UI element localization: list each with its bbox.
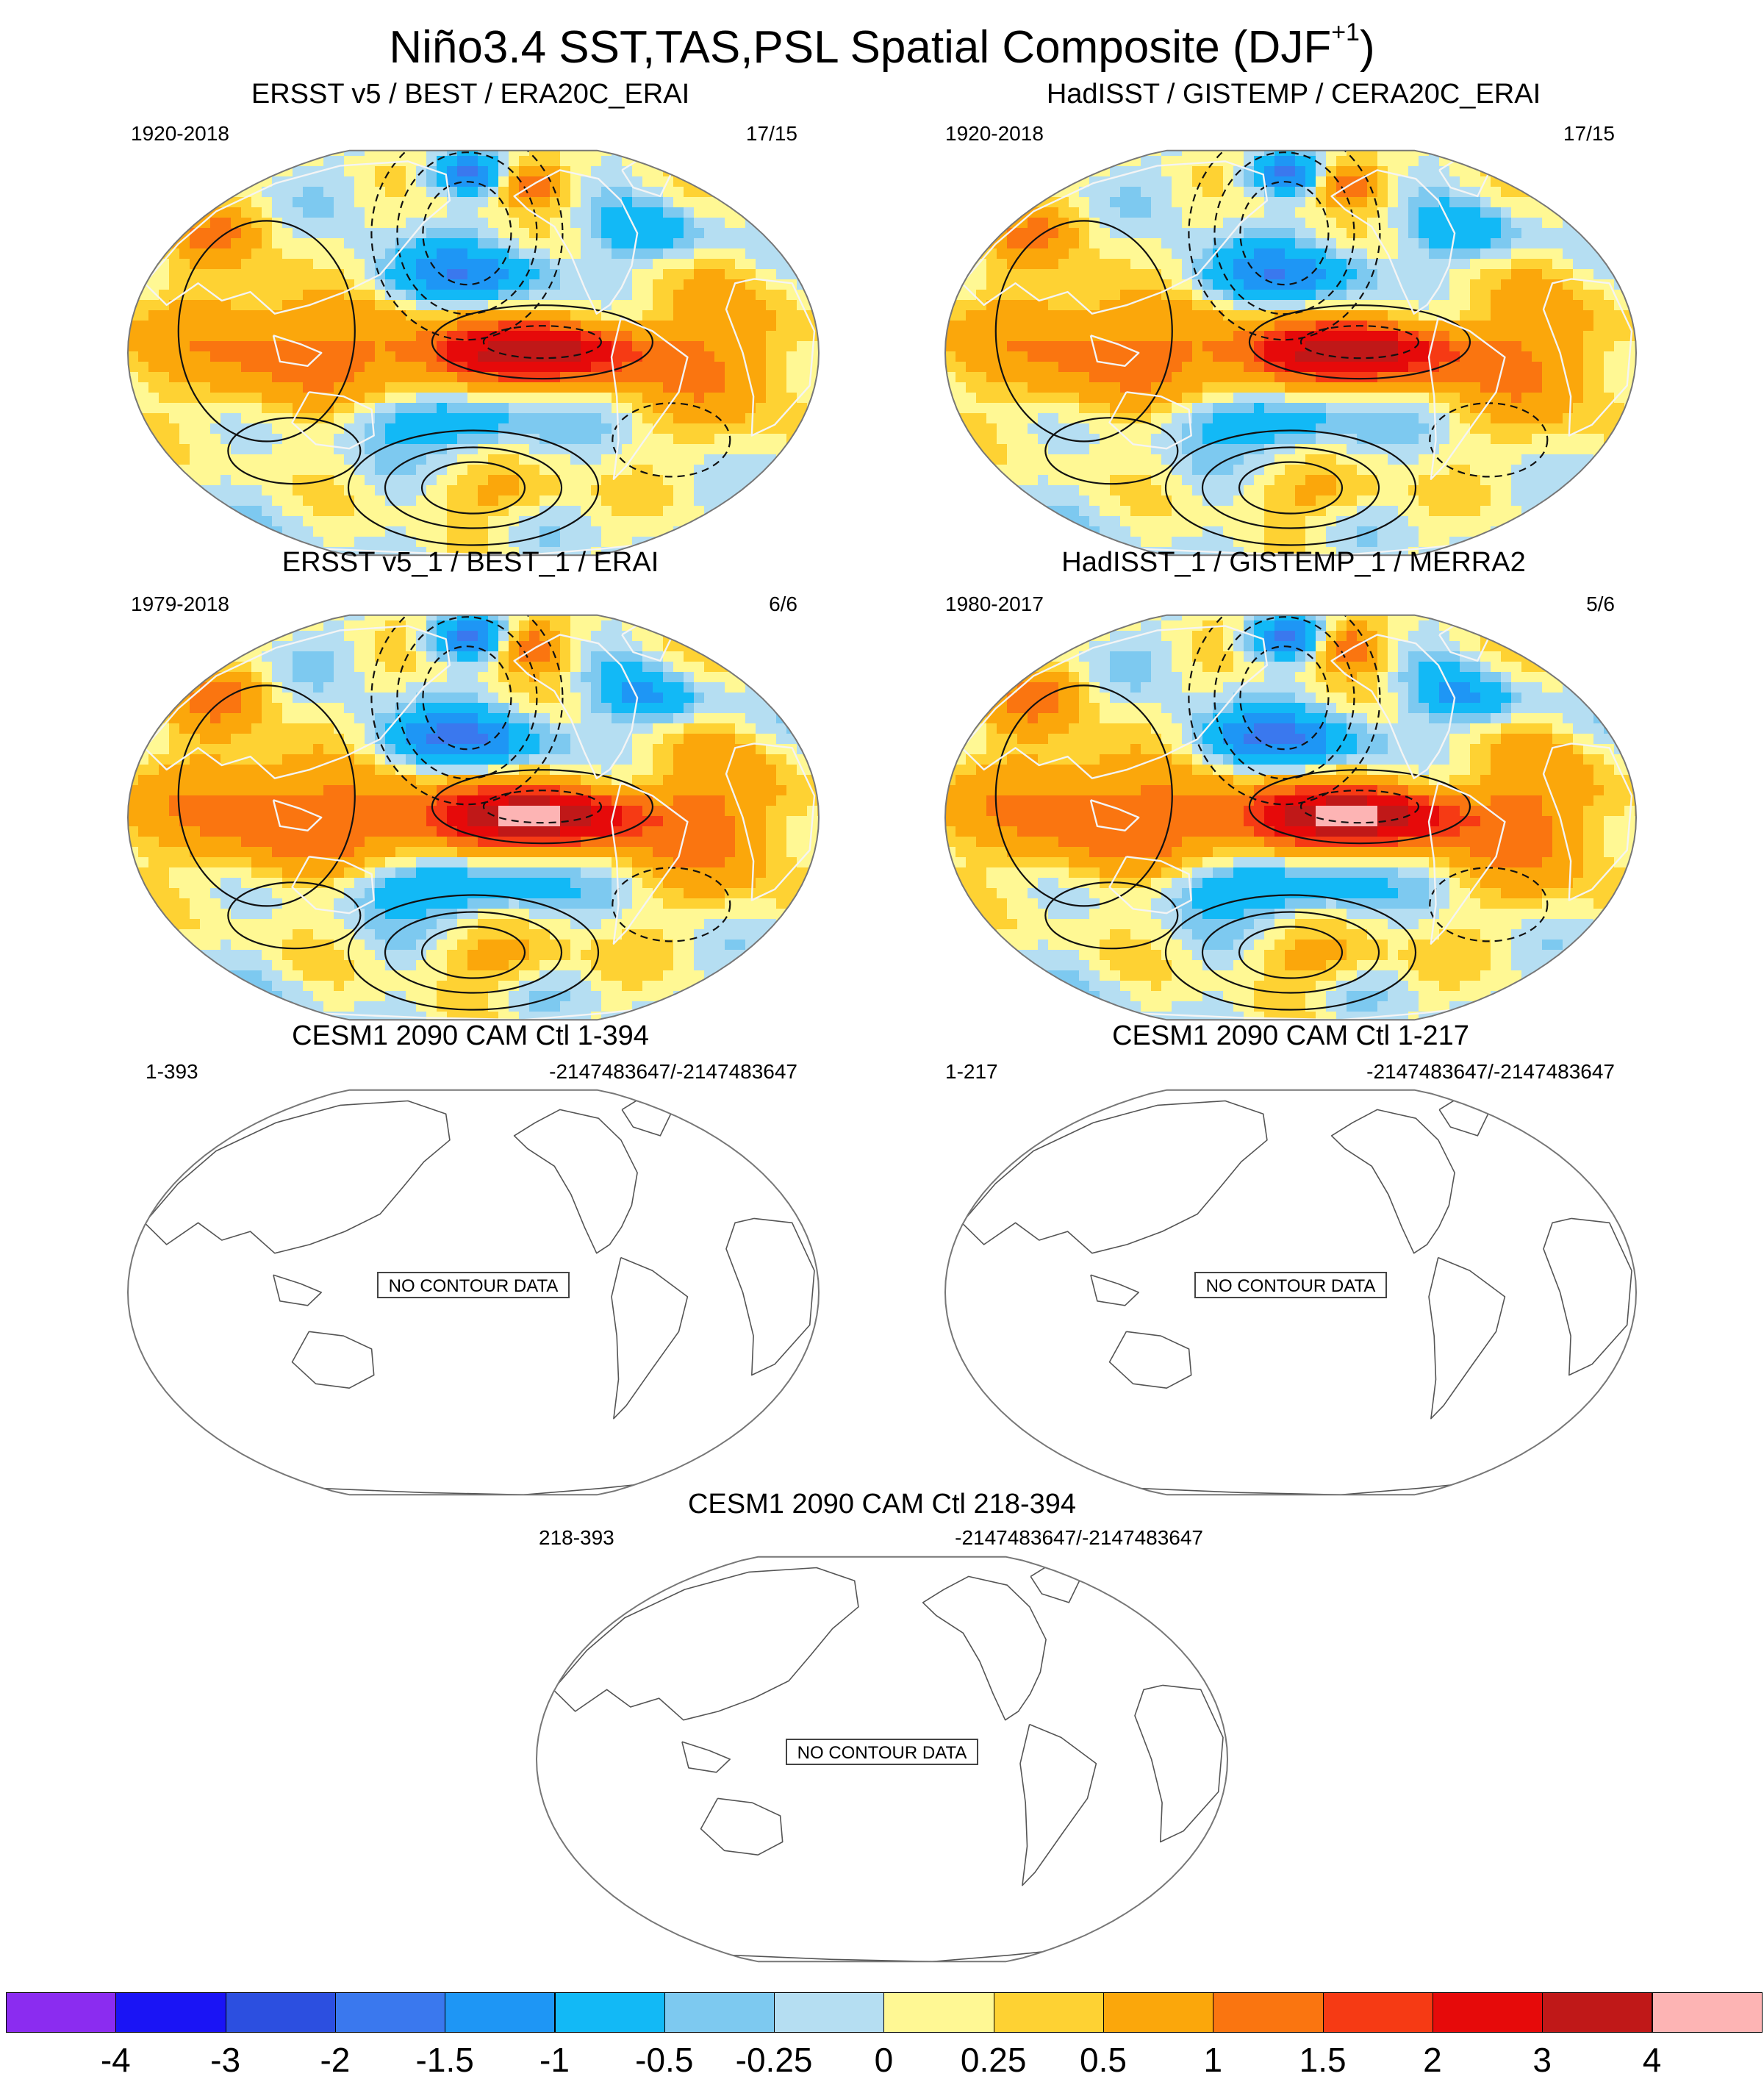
panel-title: CESM1 2090 CAM Ctl 1-217 (1112, 1020, 1469, 1051)
colorbar-tick-label: 1.5 (1299, 2041, 1347, 2079)
map-outline (944, 149, 1638, 557)
panel-count-label: -2147483647/-2147483647 (1366, 1060, 1615, 1083)
colorbar-tick-label: -1.5 (415, 2041, 474, 2079)
no-data-label: NO CONTOUR DATA (797, 1743, 967, 1763)
coastlines (961, 1095, 1632, 1495)
panel-period-label: 1920-2018 (945, 122, 1044, 145)
panel-title: ERSST v5 / BEST / ERA20C_ERAI (251, 79, 690, 110)
colorbar-swatch (554, 1992, 665, 2033)
no-data-box (1194, 1272, 1387, 1298)
colorbar-swatch (1103, 1992, 1214, 2033)
main-title-close: ) (1359, 22, 1375, 73)
panel-period-label: 1980-2017 (945, 593, 1044, 615)
panel-period-label: 1979-2018 (131, 593, 229, 615)
colorbar-swatch (664, 1992, 775, 2033)
coastlines (961, 156, 1633, 556)
anomaly-shading (945, 150, 1636, 556)
main-title-text: Niño3.4 SST,TAS,PSL Spatial Composite (D… (389, 22, 1332, 73)
map-outline (944, 614, 1638, 1021)
colorbar-swatch (6, 1992, 117, 2033)
colorbar-tick-label: 2 (1423, 2041, 1442, 2079)
colorbar-tick-label: -4 (100, 2041, 131, 2079)
colorbar-swatch (993, 1992, 1104, 2033)
colorbar-swatch (445, 1992, 556, 2033)
colorbar-swatch (1542, 1992, 1653, 2033)
map-outline (126, 614, 820, 1021)
panel-title: CESM1 2090 CAM Ctl 218-394 (687, 1489, 1077, 1520)
colorbar-tick-label: 4 (1642, 2041, 1662, 2079)
panel-title: HadISST_1 / GISTEMP_1 / MERRA2 (1061, 547, 1526, 578)
map-outline (126, 1089, 820, 1496)
panel-count-label: 5/6 (1586, 593, 1615, 615)
panel-count-label: 17/15 (1563, 122, 1615, 145)
colorbar-swatch (334, 1992, 446, 2033)
colorbar-swatch (1652, 1992, 1763, 2033)
coastlines (143, 620, 816, 1020)
panel-period-label: 1-393 (146, 1060, 198, 1083)
coastlines (961, 620, 1633, 1020)
map-outline (535, 1556, 1229, 1963)
panel-period-label: 1-217 (945, 1060, 998, 1083)
panel-count-label: -2147483647/-2147483647 (549, 1060, 797, 1083)
colorbar-swatch (774, 1992, 885, 2033)
coastlines (143, 1095, 815, 1495)
main-title-superscript: +1 (1331, 18, 1360, 46)
panel-count-label: 6/6 (769, 593, 797, 615)
colorbar-swatch (1432, 1992, 1544, 2033)
colorbar-tick-label: -3 (210, 2041, 241, 2079)
main-title: Niño3.4 SST,TAS,PSL Spatial Composite (D… (0, 3, 1764, 77)
panel-title: CESM1 2090 CAM Ctl 1-394 (292, 1020, 649, 1051)
map-outline (126, 149, 820, 557)
panel-count-label: 17/15 (745, 122, 797, 145)
panel-period-label: 1920-2018 (131, 122, 229, 145)
colorbar-tick-label: 3 (1532, 2041, 1552, 2079)
colorbar-swatch (883, 1992, 994, 2033)
panel-period-label: 218-393 (539, 1526, 614, 1549)
no-data-label: NO CONTOUR DATA (1206, 1276, 1376, 1296)
colorbar-tick-label: -0.5 (635, 2041, 694, 2079)
colorbar-tick-label: -1 (539, 2041, 570, 2079)
coastlines (143, 156, 816, 556)
coastlines (552, 1562, 1224, 1962)
panel-title: ERSST v5_1 / BEST_1 / ERAI (282, 547, 659, 578)
panel-title: HadISST / GISTEMP / CERA20C_ERAI (1046, 79, 1541, 110)
map-outline (944, 1089, 1638, 1496)
colorbar-swatch (1213, 1992, 1324, 2033)
no-data-box (786, 1739, 978, 1765)
colorbar-swatch (115, 1992, 226, 2033)
colorbar-tick-label: -0.25 (735, 2041, 813, 2079)
colorbar-tick-label: 1 (1203, 2041, 1223, 2079)
no-data-label: NO CONTOUR DATA (389, 1276, 559, 1296)
no-data-box (377, 1272, 570, 1298)
colorbar-tick-label: 0 (874, 2041, 894, 2079)
colorbar-swatch (225, 1992, 336, 2033)
colorbar-swatch (1322, 1992, 1433, 2033)
panel-count-label: -2147483647/-2147483647 (955, 1526, 1203, 1549)
colorbar-tick-label: 0.5 (1080, 2041, 1127, 2079)
colorbar-tick-label: 0.25 (960, 2041, 1027, 2079)
colorbar-tick-label: -2 (320, 2041, 351, 2079)
